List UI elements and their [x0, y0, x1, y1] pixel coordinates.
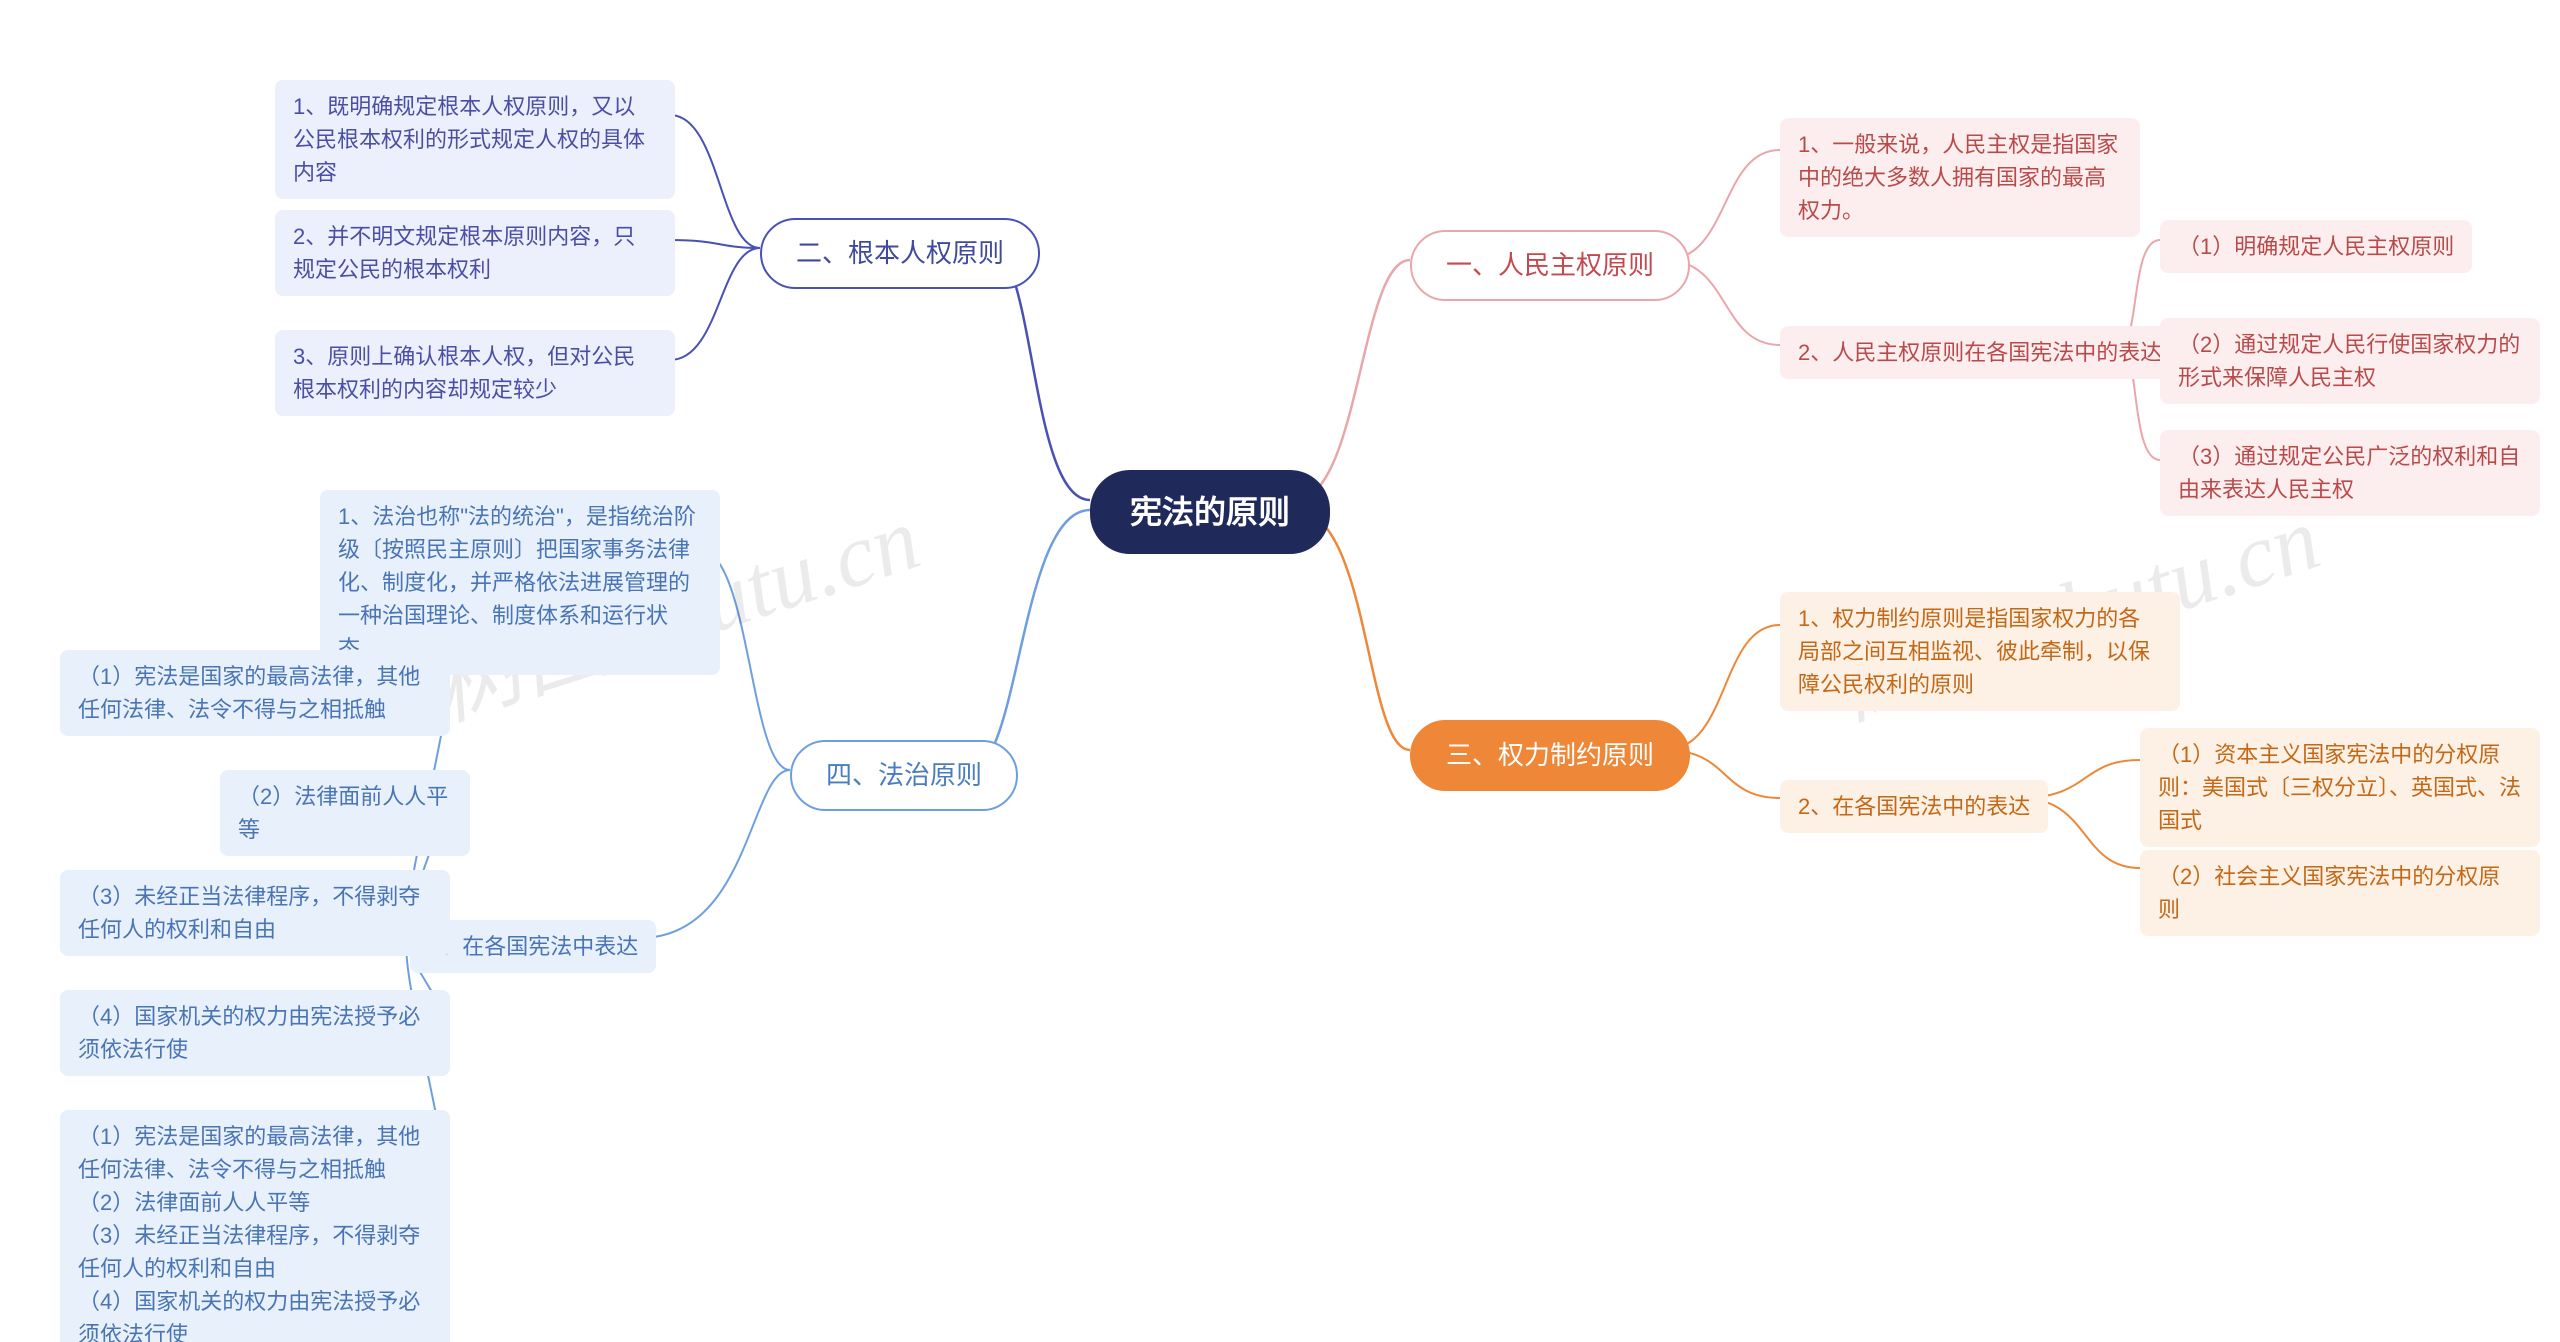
leaf-b1-2-1[interactable]: （1）明确规定人民主权原则 — [2160, 220, 2472, 273]
leaf-b3-2[interactable]: 2、在各国宪法中的表达 — [1780, 780, 2048, 833]
leaf-b2-3[interactable]: 3、原则上确认根本人权，但对公民根本权利的内容却规定较少 — [275, 330, 675, 416]
leaf-b3-2-2[interactable]: （2）社会主义国家宪法中的分权原则 — [2140, 850, 2540, 936]
leaf-b4-2-1[interactable]: （1）宪法是国家的最高法律，其他任何法律、法令不得与之相抵触 — [60, 650, 450, 736]
leaf-b1-2-3[interactable]: （3）通过规定公民广泛的权利和自由来表达人民主权 — [2160, 430, 2540, 516]
leaf-b1-2-2[interactable]: （2）通过规定人民行使国家权力的形式来保障人民主权 — [2160, 318, 2540, 404]
leaf-b4-2-4[interactable]: （4）国家机关的权力由宪法授予必须依法行使 — [60, 990, 450, 1076]
leaf-b4-2-3[interactable]: （3）未经正当法律程序，不得剥夺任何人的权利和自由 — [60, 870, 450, 956]
leaf-b4-2-5[interactable]: （1）宪法是国家的最高法律，其他任何法律、法令不得与之相抵触 （2）法律面前人人… — [60, 1110, 450, 1342]
branch-1[interactable]: 一、人民主权原则 — [1410, 230, 1690, 301]
root-node[interactable]: 宪法的原则 — [1090, 470, 1330, 554]
leaf-b1-2[interactable]: 2、人民主权原则在各国宪法中的表达 — [1780, 326, 2180, 379]
branch-2[interactable]: 二、根本人权原则 — [760, 218, 1040, 289]
branch-3[interactable]: 三、权力制约原则 — [1410, 720, 1690, 791]
leaf-b2-2[interactable]: 2、并不明文规定根本原则内容，只规定公民的根本权利 — [275, 210, 675, 296]
leaf-b3-2-1[interactable]: （1）资本主义国家宪法中的分权原则：美国式〔三权分立〕、英国式、法国式 — [2140, 728, 2540, 847]
leaf-b2-1[interactable]: 1、既明确规定根本人权原则，又以公民根本权利的形式规定人权的具体内容 — [275, 80, 675, 199]
branch-4[interactable]: 四、法治原则 — [790, 740, 1018, 811]
leaf-b4-1[interactable]: 1、法治也称"法的统治"，是指统治阶级〔按照民主原则〕把国家事务法律化、制度化，… — [320, 490, 720, 675]
leaf-b1-1[interactable]: 1、一般来说，人民主权是指国家中的绝大多数人拥有国家的最高权力。 — [1780, 118, 2140, 237]
leaf-b3-1[interactable]: 1、权力制约原则是指国家权力的各局部之间互相监视、彼此牵制，以保障公民权利的原则 — [1780, 592, 2180, 711]
leaf-b4-2-2[interactable]: （2）法律面前人人平等 — [220, 770, 470, 856]
